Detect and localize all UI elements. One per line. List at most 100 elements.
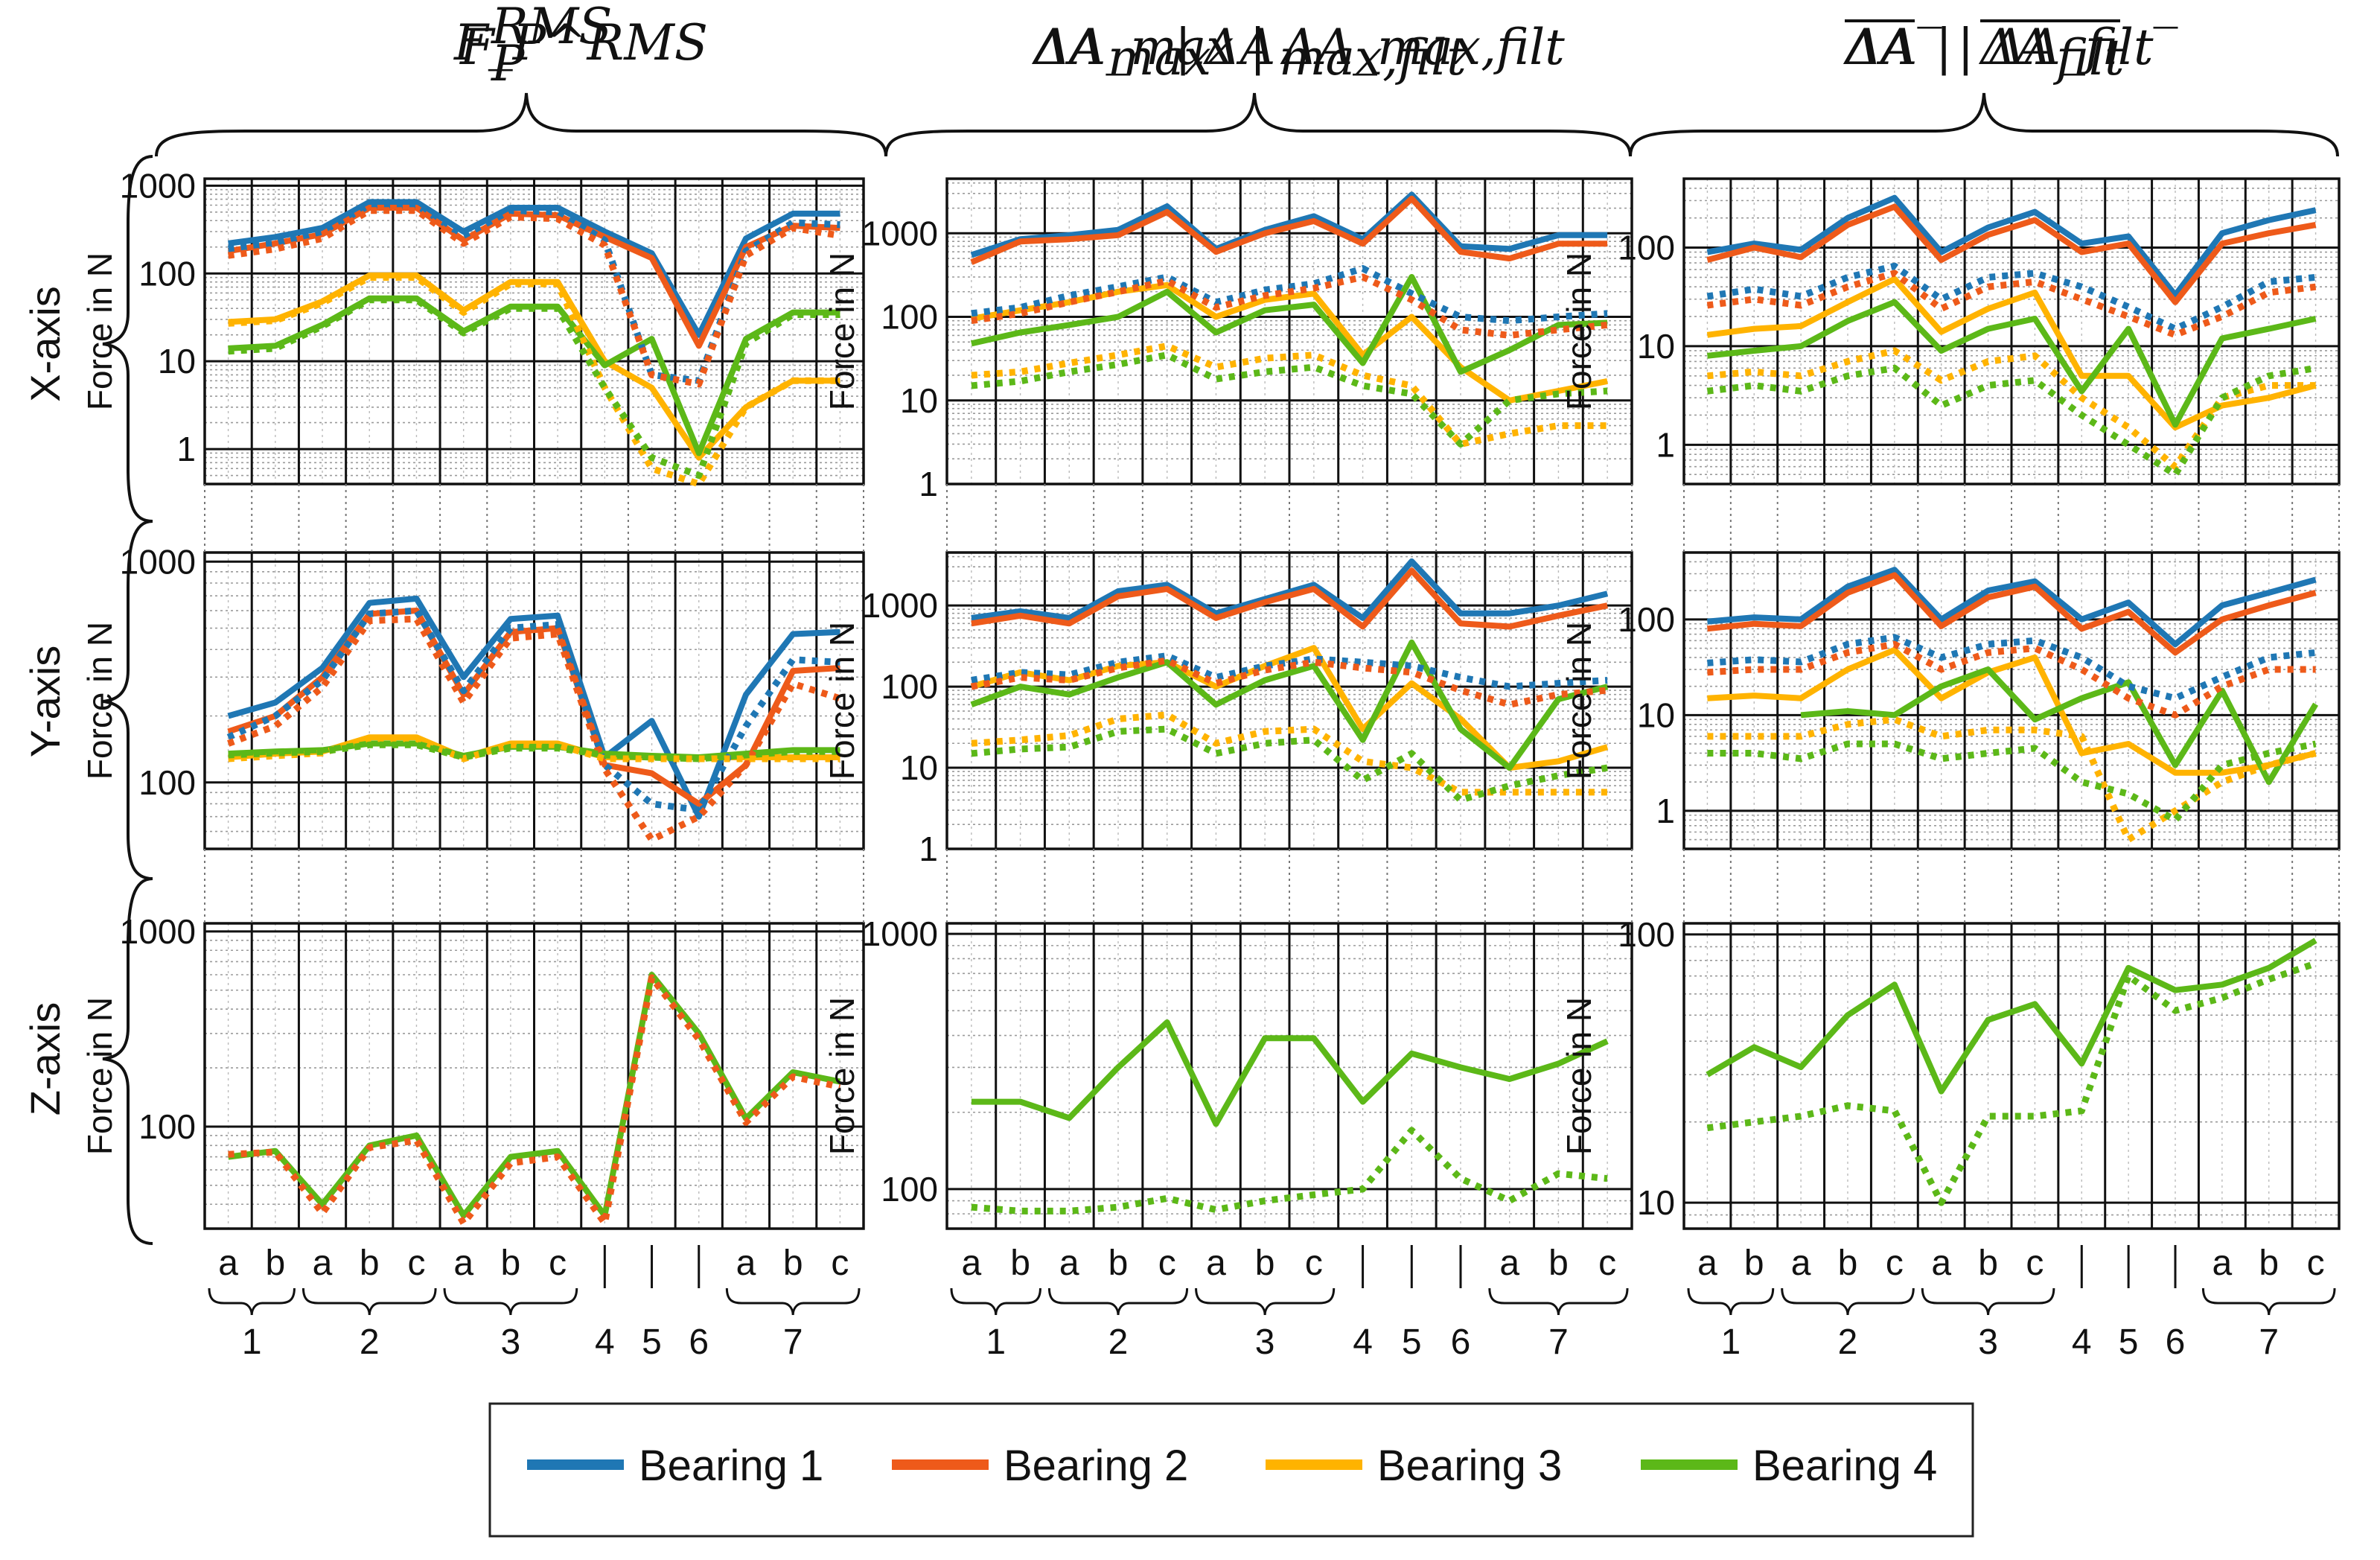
x-group-label: 2 (360, 1322, 380, 1362)
legend: Bearing 1 Bearing 2 Bearing 3 Bearing 4 (488, 1402, 1974, 1538)
x-group-label: 7 (2259, 1322, 2279, 1362)
y-axis-label: Force in N (823, 997, 861, 1155)
legend-label: Bearing 2 (1004, 1442, 1188, 1490)
legend-item-3: Bearing 3 (1266, 1442, 1562, 1490)
x-tick-letter: b (1255, 1244, 1275, 1283)
x-axis-col-3: a b a b c a b c a b c1 2 3 4 5 6 7 (1687, 1244, 2336, 1362)
x-group-label: 5 (1402, 1322, 1422, 1362)
plot-frame (945, 922, 1633, 1230)
series-bearing-1-dotted (1707, 634, 2317, 702)
legend-label: Bearing 3 (1377, 1442, 1562, 1490)
y-tick-label: 100 (881, 667, 938, 706)
x-group-label: 5 (642, 1322, 662, 1362)
x-tick-letter: a (736, 1244, 756, 1283)
svg-text:|: | (1175, 19, 1191, 76)
series-bearing-4-dotted (1707, 740, 2317, 824)
series-bearing-2-dotted (1706, 270, 2317, 339)
y-tick-label: 1000 (120, 542, 196, 581)
x-tick-letter: a (313, 1244, 333, 1283)
x-axes: a b a b c a b c a b c1 2 3 4 5 6 7a b a b c a b c a b c1 2 3 4 5 6 7a b a b… (208, 1244, 2336, 1362)
series-group (228, 972, 841, 1227)
y-tick-label: 100 (881, 1170, 938, 1209)
svg-text:max,filt: max,filt (1279, 29, 1467, 86)
y-tick-label: 1000 (120, 912, 196, 951)
column-title-davg: ΔA‾ | ΔA_filt‾ (1844, 19, 2178, 76)
series-bearing-4-solid (971, 274, 1608, 375)
group-brace (725, 1287, 861, 1316)
x-tick-letter: c (407, 1244, 425, 1283)
series-bearing-2-dotted (971, 657, 1608, 708)
x-group-label: 2 (1838, 1322, 1858, 1362)
x-tick-letter: a (2212, 1244, 2233, 1283)
y-axis-label: Force in N (1560, 997, 1598, 1155)
x-axis-col-2: a b a b c a b c a b c1 2 3 4 5 6 7 (950, 1244, 1629, 1362)
series-bearing-2-dotted (227, 207, 841, 388)
plot-frame (203, 922, 865, 1230)
group-brace (208, 1287, 296, 1316)
panel-x_rms: 1 10 100 1000 Force in N (80, 166, 865, 488)
series-bearing-1-solid (971, 558, 1609, 621)
x-tick-letter: a (1791, 1244, 1811, 1283)
y-tick-label: 100 (1618, 600, 1675, 639)
panel-x_davg: 1 10 100 Force in N (1560, 177, 2341, 485)
x-tick-letter: b (1010, 1244, 1030, 1283)
series-group (970, 558, 1609, 803)
y-tick-label: 1 (1656, 792, 1675, 830)
brace-col-2 (884, 92, 1632, 157)
svg-text:RMS: RMS (491, 0, 613, 55)
series-bearing-3-solid (971, 281, 1608, 404)
x-tick-letter: a (962, 1244, 982, 1283)
x-group-label: 1 (1721, 1322, 1741, 1362)
series-bearing-4-dotted (971, 725, 1608, 803)
x-tick-letter: a (1499, 1244, 1519, 1283)
series-bearing-3-solid (1706, 276, 2317, 430)
group-brace (443, 1287, 578, 1316)
series-bearing-3-dotted (228, 274, 840, 488)
series-bearing-4-dotted (1706, 960, 2317, 1206)
y-tick-label: 1 (1656, 425, 1675, 464)
series-group (1706, 567, 2319, 843)
x-group-label: 4 (1353, 1322, 1373, 1362)
row-label-x: X-axis (22, 286, 68, 402)
series-bearing-3-dotted (1707, 347, 2316, 471)
series-bearing-1-solid (970, 191, 1608, 258)
legend-item-1: Bearing 1 (527, 1442, 823, 1490)
series-bearing-4-solid (970, 639, 1609, 771)
x-group-label: 3 (1978, 1322, 1998, 1362)
svg-text:ΔA: ΔA (1202, 19, 1275, 76)
column-header-davg: ΔA‾ | ΔA_filt‾ ΔA | ΔA filt (1843, 19, 2178, 86)
y-axis-label: Force in N (1560, 622, 1598, 780)
y-tick-label: 1000 (862, 586, 938, 625)
y-tick-label: 100 (1618, 229, 1675, 267)
x-group-label: 4 (2072, 1322, 2092, 1362)
series-bearing-2-dotted (228, 974, 841, 1227)
x-group-label: 6 (1451, 1322, 1471, 1362)
x-group-label: 1 (242, 1322, 262, 1362)
x-tick-letter: a (1697, 1244, 1717, 1283)
x-tick-letter: a (1931, 1244, 1951, 1283)
y-tick-label: 100 (138, 763, 196, 802)
column-title-dmax: ΔA_max | ΔA_max,filt (1033, 19, 1565, 76)
x-tick-letter: b (783, 1244, 803, 1283)
series-bearing-1-dotted (1706, 262, 2317, 333)
x-tick-letter: b (1978, 1244, 1998, 1283)
x-tick-letter: b (2259, 1244, 2279, 1283)
x-tick-letter: a (218, 1244, 238, 1283)
panel-z_davg: 10 100 Force in N (1560, 915, 2341, 1230)
y-tick-label: 1 (919, 830, 938, 868)
x-tick-letter: c (2026, 1244, 2044, 1283)
series-bearing-4-solid (1706, 299, 2317, 428)
group-brace (1195, 1287, 1336, 1316)
x-axis-col-1: a b a b c a b c a b c1 2 3 4 5 6 7 (208, 1244, 861, 1362)
series-bearing-2-dotted (1707, 640, 2316, 719)
legend-label: Bearing 1 (639, 1442, 823, 1490)
series-group (971, 1019, 1609, 1214)
svg-text:ΔA: ΔA (1031, 19, 1104, 76)
svg-text:F: F (459, 19, 496, 76)
series-bearing-4-dotted (228, 741, 840, 763)
series-bearing-3-dotted (971, 711, 1608, 796)
series-bearing-3-dotted (971, 343, 1608, 448)
